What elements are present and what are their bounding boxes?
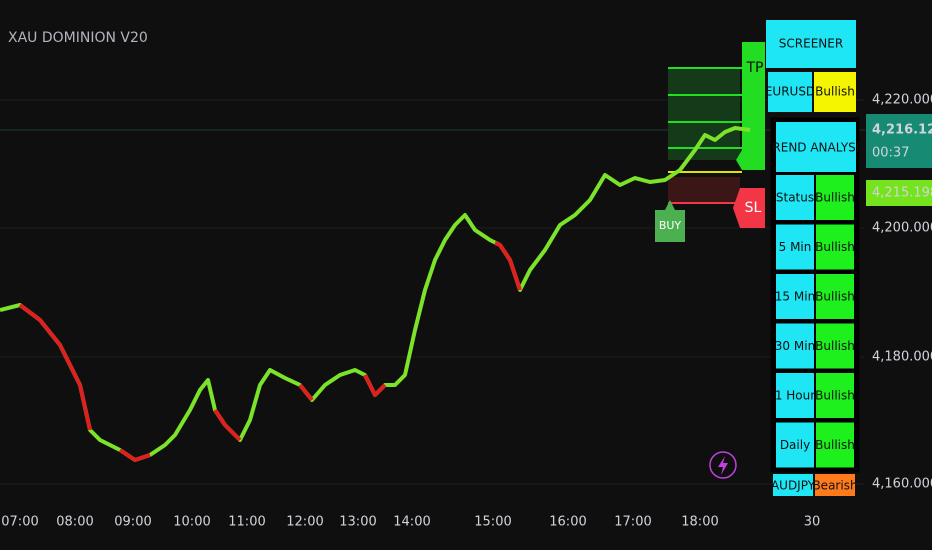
time-label: 30 xyxy=(804,515,821,530)
trend-timeframe: 15 Min xyxy=(775,290,815,304)
trend-status: Bullish xyxy=(815,339,855,353)
trend-status: Bullish xyxy=(815,438,855,452)
time-label: 15:00 xyxy=(474,515,511,530)
bid-price-box xyxy=(866,180,932,206)
trend-status: Bullish xyxy=(815,240,855,254)
time-axis: 07:00 08:00 09:00 10:00 11:00 12:00 13:00 14:00… xyxy=(1,515,820,530)
bid-price: 4,215.198 xyxy=(872,186,932,201)
tp-tag xyxy=(736,42,765,170)
price-label: 4,200.000 xyxy=(872,221,932,236)
time-label: 12:00 xyxy=(286,515,323,530)
screener-symbol: EURUSD xyxy=(765,85,815,99)
trend-cell xyxy=(776,422,814,468)
trend-cell xyxy=(816,422,854,468)
time-label: 07:00 xyxy=(1,515,38,530)
countdown: 00:37 xyxy=(872,146,909,161)
trend-header xyxy=(776,122,856,172)
screener-title: SCREENER xyxy=(779,37,843,51)
time-label: 16:00 xyxy=(549,515,586,530)
screener-symbol: AUDJPY xyxy=(771,479,816,493)
sl-tag xyxy=(733,188,765,228)
price-label: 4,180.000 xyxy=(872,350,932,365)
trend-status: Bullish xyxy=(815,290,855,304)
screener-status: Bullish xyxy=(815,85,855,99)
trend-cell xyxy=(776,373,814,418)
time-label: 18:00 xyxy=(681,515,718,530)
screener-cell xyxy=(773,474,813,496)
sl-zone xyxy=(668,177,740,203)
trend-title: TREND ANALYSIS xyxy=(764,141,867,155)
trend-cell xyxy=(776,224,814,270)
trend-cell xyxy=(816,373,854,418)
screener-header xyxy=(766,20,856,68)
tp-label: TP xyxy=(746,60,764,76)
price-axis xyxy=(865,0,932,550)
screener-status: Bearish xyxy=(812,479,857,493)
trend-cell xyxy=(816,224,854,270)
screener-cell xyxy=(814,72,856,112)
buy-tag xyxy=(655,200,685,242)
trend-status: Bullish xyxy=(815,191,855,205)
time-label: 08:00 xyxy=(56,515,93,530)
trend-timeframe: Daily xyxy=(780,438,810,452)
bearish-segments xyxy=(18,241,522,462)
screener-cell xyxy=(815,474,855,496)
buy-label: BUY xyxy=(659,219,682,232)
last-price: 4,216.126 xyxy=(872,123,932,138)
time-label: 13:00 xyxy=(339,515,376,530)
time-label: 14:00 xyxy=(393,515,430,530)
trend-cell xyxy=(776,175,814,220)
alert-icon-bolt xyxy=(718,456,728,475)
time-label: 09:00 xyxy=(114,515,151,530)
price-label: 4,160.000 xyxy=(872,477,932,492)
trend-cell xyxy=(816,323,854,369)
trend-timeframe: 1 Hour xyxy=(775,389,815,403)
time-label: 11:00 xyxy=(228,515,265,530)
trend-status: Bullish xyxy=(815,389,855,403)
chart-title: XAU DOMINION V20 xyxy=(8,30,148,46)
sl-label: SL xyxy=(745,200,762,216)
price-label: 4,220.000 xyxy=(872,93,932,108)
trend-timeframe: 5 Min xyxy=(779,240,812,254)
level-lines xyxy=(668,67,742,204)
time-label: 17:00 xyxy=(614,515,651,530)
trend-cell xyxy=(816,175,854,220)
screener-cell xyxy=(768,72,812,112)
trend-timeframe: Status xyxy=(776,191,814,205)
trend-cell xyxy=(776,274,814,319)
alert-icon[interactable] xyxy=(709,451,737,479)
trend-cell xyxy=(776,323,814,369)
trend-timeframe: 30 Min xyxy=(775,339,815,353)
trend-cell xyxy=(816,274,854,319)
last-price-box xyxy=(866,114,932,168)
time-label: 10:00 xyxy=(173,515,210,530)
tp-zone xyxy=(668,68,740,160)
